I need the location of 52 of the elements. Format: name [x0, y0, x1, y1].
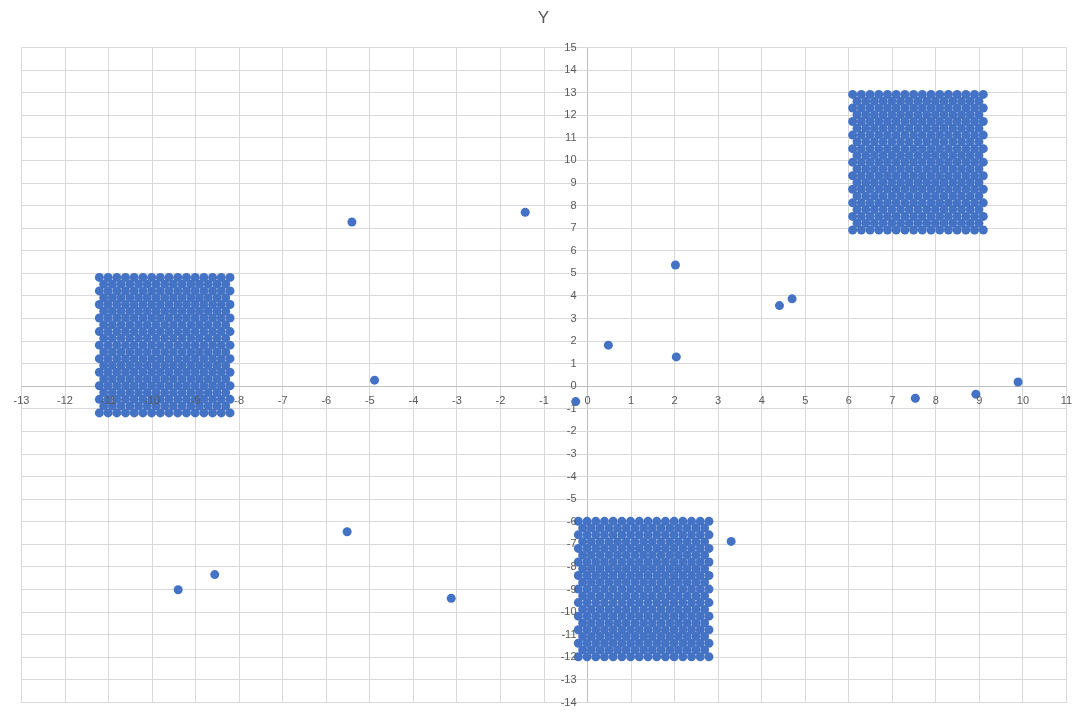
x-tick-label: -6: [321, 394, 332, 407]
y-tick-label: -8: [566, 559, 577, 572]
x-tick-label: 0: [584, 394, 591, 407]
y-tick-label: 15: [564, 40, 577, 53]
y-tick-label: 11: [565, 130, 577, 143]
y-tick-label: -10: [560, 605, 577, 618]
x-tick-label: 7: [889, 394, 896, 407]
y-tick-label: 10: [564, 153, 577, 166]
y-tick-label: 13: [564, 85, 577, 98]
x-tick-label: 8: [932, 394, 939, 407]
x-tick-label: 4: [758, 394, 765, 407]
x-tick-label: -9: [190, 394, 201, 407]
x-tick-label: 1: [628, 394, 635, 407]
x-tick-label: -2: [495, 394, 506, 407]
x-tick-label: -8: [234, 394, 245, 407]
x-tick-label: -3: [452, 394, 462, 407]
x-tick-label: -1: [539, 394, 549, 407]
y-tick-label: 5: [570, 266, 577, 279]
x-tick-label: -12: [57, 394, 73, 407]
x-tick-label: -13: [13, 394, 30, 407]
y-tick-label: 8: [570, 198, 577, 211]
y-tick-label: 12: [564, 108, 577, 121]
y-tick-label: 7: [570, 221, 577, 234]
chart-title: Y: [537, 8, 550, 27]
y-tick-label: 14: [564, 63, 577, 76]
y-tick-label: 9: [570, 176, 577, 189]
x-tick-label: -5: [364, 394, 375, 407]
y-tick-label: -2: [566, 424, 577, 437]
y-tick-label: 0: [570, 379, 577, 392]
x-tick-label: 10: [1016, 394, 1030, 407]
x-tick-label: -4: [408, 394, 419, 407]
y-tick-label: -11: [561, 627, 577, 640]
y-tick-label: 1: [570, 356, 577, 369]
y-tick-label: -14: [560, 695, 577, 708]
y-tick-label: 3: [570, 311, 577, 324]
x-tick-label: 11: [1060, 394, 1073, 407]
y-tick-label: 6: [570, 243, 577, 256]
y-tick-label: -13: [560, 672, 577, 685]
x-tick-label: -11: [101, 394, 117, 407]
x-tick-label: 3: [715, 394, 722, 407]
y-tick-label: 2: [570, 334, 577, 347]
x-tick-label: -10: [144, 394, 161, 407]
y-tick-label: -3: [566, 447, 577, 460]
y-tick-label: -7: [566, 537, 577, 550]
x-tick-label: 6: [845, 394, 852, 407]
x-tick-label: 5: [802, 394, 809, 407]
y-tick-label: 4: [570, 288, 577, 301]
x-tick-label: 9: [976, 394, 983, 407]
y-tick-label: -4: [566, 469, 577, 482]
x-tick-label: -7: [277, 394, 288, 407]
x-tick-label: 2: [671, 394, 678, 407]
y-tick-label: -5: [566, 492, 577, 505]
